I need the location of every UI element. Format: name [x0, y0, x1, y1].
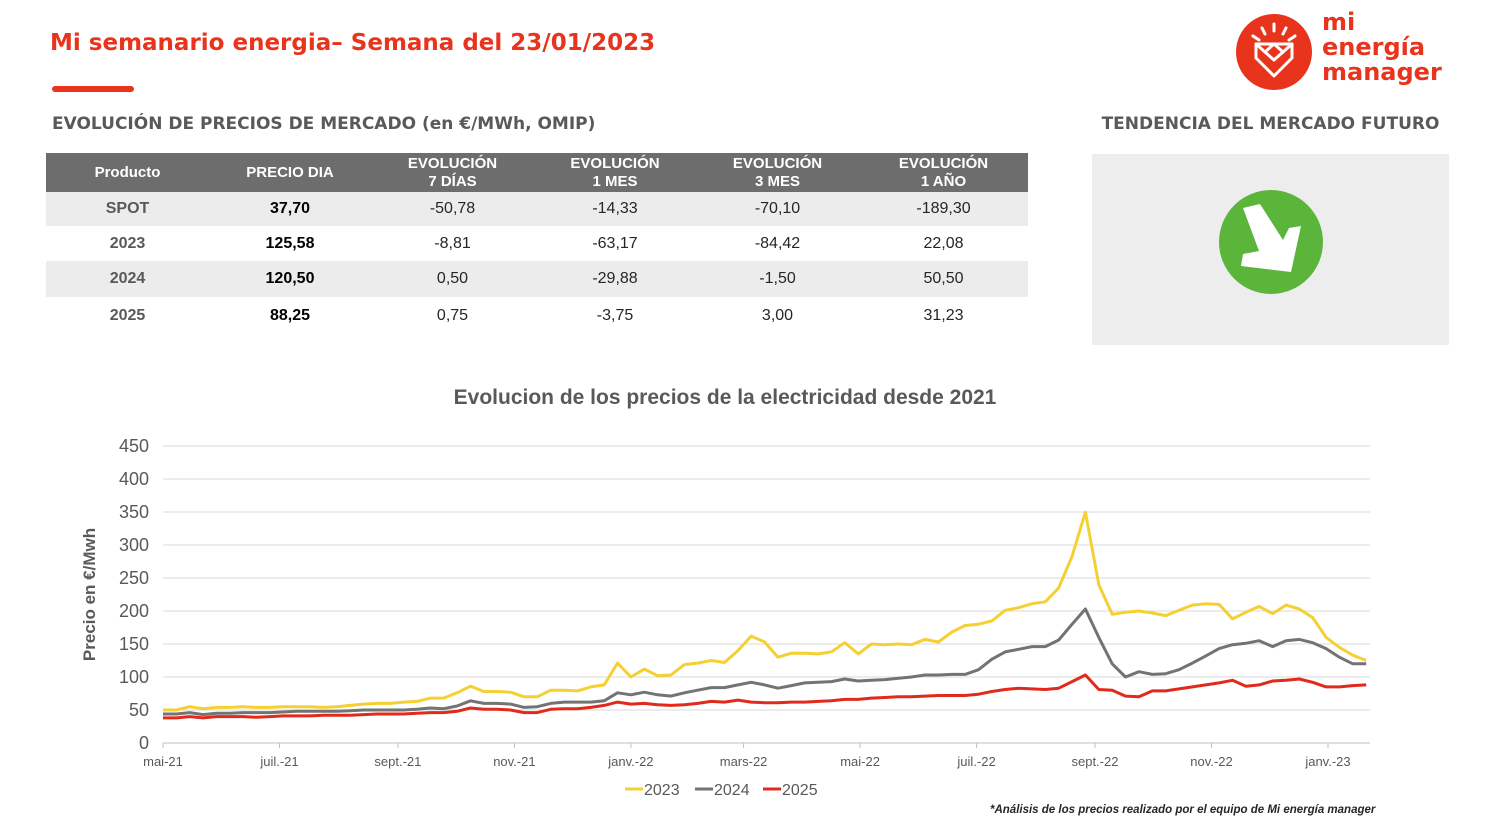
y-tick-label: 250	[119, 568, 149, 588]
cell-evolucion-1-ano: 22,08	[923, 234, 964, 252]
series-line-2025	[163, 673, 1367, 720]
cell-evolucion-1-mes: -3,75	[596, 307, 634, 324]
chart-title: Evolucion de los precios de la electrici…	[453, 386, 997, 409]
line-chart: 0 50 100 150 200 250 300 350 400 450 mai-21 juil.-2…	[80, 436, 1370, 799]
header-evolucion-7-dias: EVOLUCIÓN 7 DÍAS	[371, 153, 534, 192]
x-tick-label: nov.-21	[493, 754, 535, 769]
y-tick-label: 450	[119, 436, 149, 456]
cell-producto: 2024	[46, 261, 209, 297]
x-tick-label: juil.-22	[956, 754, 995, 769]
cell-evolucion-1-ano: 50,50	[859, 261, 1028, 297]
y-tick-label: 50	[129, 700, 149, 720]
trend-title: TENDENCIA DEL MERCADO FUTURO	[1101, 114, 1440, 134]
cell-evolucion-7-dias: -8,81	[434, 234, 471, 252]
y-tick-label: 0	[139, 733, 149, 753]
table-title: EVOLUCIÓN DE PRECIOS DE MERCADO (en €/MW…	[52, 114, 596, 134]
header-precio-dia: PRECIO DIA	[209, 153, 371, 192]
series-line-2024	[163, 607, 1367, 717]
table-row: 2023 125,58 -8,81 -63,17 -84,42 22,08	[46, 226, 1028, 261]
cell-evolucion-3-mes: -1,50	[696, 261, 859, 297]
x-tick-label: sept.-21	[374, 754, 421, 769]
cell-evolucion-1-ano: 31,23	[923, 307, 964, 324]
cell-evolucion-1-mes: -14,33	[534, 192, 696, 226]
x-tick-label: juil.-21	[259, 754, 298, 769]
cell-evolucion-7-dias: -50,78	[371, 192, 534, 226]
y-tick-label: 150	[119, 634, 149, 654]
table-row: 2024 120,50 0,50 -29,88 -1,50 50,50	[46, 261, 1028, 297]
cell-evolucion-1-mes: -63,17	[592, 234, 638, 252]
cell-evolucion-3-mes: 3,00	[761, 307, 794, 324]
header-evolucion-3-mes: EVOLUCIÓN 3 MES	[696, 153, 859, 192]
x-tick-label: mai-22	[840, 754, 880, 769]
cell-producto: 2025	[109, 307, 146, 324]
x-tick-label: janv.-22	[607, 754, 653, 769]
cell-evolucion-1-mes: -29,88	[534, 261, 696, 297]
cell-producto: 2023	[109, 234, 146, 252]
x-tick-label: sept.-22	[1071, 754, 1118, 769]
cell-precio-dia: 88,25	[269, 307, 311, 324]
table-row: 2025 88,25 0,75 -3,75 3,00 31,23	[46, 297, 1028, 335]
price-table: Producto PRECIO DIA EVOLUCIÓN 7 DÍAS EVOL…	[46, 153, 1028, 335]
legend-label-2023: 2023	[644, 782, 680, 799]
y-tick-label: 350	[119, 502, 149, 522]
header-producto: Producto	[46, 153, 209, 192]
trend-panel	[1092, 154, 1449, 345]
x-tick-label: nov.-22	[1190, 754, 1232, 769]
brand-line-3: manager	[1322, 58, 1442, 86]
y-tick-label: 300	[119, 535, 149, 555]
legend-label-2025: 2025	[782, 782, 818, 799]
cell-evolucion-7-dias: 0,75	[436, 307, 469, 324]
cell-precio-dia: 125,58	[265, 234, 315, 252]
y-tick-label: 100	[119, 667, 149, 687]
cell-evolucion-3-mes: -70,10	[696, 192, 859, 226]
cell-evolucion-7-dias: 0,50	[371, 261, 534, 297]
brand-wordmark: mi energía manager	[1322, 10, 1442, 85]
brand-logo: mi energía manager	[1236, 8, 1476, 90]
cell-evolucion-3-mes: -84,42	[754, 234, 801, 252]
y-axis-label: Precio en €/Mwh	[80, 528, 99, 661]
series-line-2023	[163, 510, 1367, 712]
legend-label-2024: 2024	[714, 782, 750, 799]
page-title: Mi semanario energia– Semana del 23/01/2…	[50, 30, 656, 56]
footnote: *Análisis de los precios realizado por e…	[990, 804, 1376, 816]
y-tick-label: 200	[119, 601, 149, 621]
cell-producto: SPOT	[46, 192, 209, 226]
header-evolucion-1-mes: EVOLUCIÓN 1 MES	[534, 153, 696, 192]
x-tick-label: janv.-23	[1304, 754, 1350, 769]
y-tick-label: 400	[119, 469, 149, 489]
table-row: SPOT 37,70 -50,78 -14,33 -70,10 -189,30	[46, 192, 1028, 226]
brand-emblem-icon	[1236, 14, 1312, 90]
table-header-row: Producto PRECIO DIA EVOLUCIÓN 7 DÍAS EVOL…	[46, 153, 1028, 192]
cell-precio-dia: 120,50	[209, 261, 371, 297]
cell-precio-dia: 37,70	[209, 192, 371, 226]
brand-line-1: mi	[1322, 8, 1356, 36]
x-tick-label: mars-22	[720, 754, 768, 769]
x-tick-label: mai-21	[143, 754, 183, 769]
title-underline	[52, 86, 134, 92]
cell-evolucion-1-ano: -189,30	[859, 192, 1028, 226]
header-evolucion-1-ano: EVOLUCIÓN 1 AÑO	[859, 153, 1028, 192]
brand-line-2: energía	[1322, 33, 1426, 61]
arrow-down-right-icon	[1219, 190, 1323, 294]
